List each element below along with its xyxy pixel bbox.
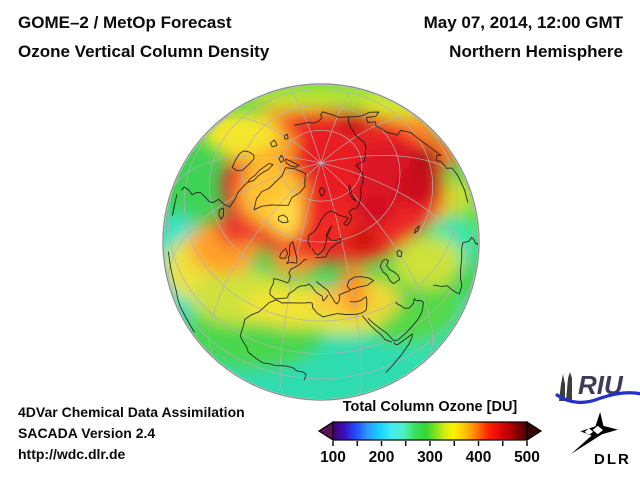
coastline-na-east-coast [181, 180, 250, 208]
colorbar-tick-label: 400 [466, 449, 492, 466]
version-label: SACADA Version 2.4 [18, 425, 156, 441]
ozone-blob [312, 288, 348, 312]
riu-swoosh-icon [555, 391, 640, 404]
dlr-logo: DLR [571, 412, 631, 468]
coastline-north-west-africa [240, 299, 357, 381]
colorbar-tick-label: 100 [320, 449, 346, 466]
ozone-blob [394, 236, 462, 288]
colorbar-gradient [332, 421, 528, 441]
assimilation-label: 4DVar Chemical Data Assimilation [18, 404, 245, 420]
url-label: http://wdc.dlr.de [18, 446, 126, 462]
coastline-victoria-island [269, 139, 278, 148]
globe-outline [162, 83, 480, 401]
coastline-ellesmere [285, 158, 300, 168]
meridian-line [279, 162, 322, 396]
coastline-newfoundland [218, 207, 225, 220]
coastlines [167, 111, 478, 381]
ozone-blob [354, 196, 396, 226]
coastline-novaya-zemlya [348, 184, 357, 202]
ozone-field [164, 85, 478, 399]
meridian-line [170, 155, 322, 194]
ozone-blob [350, 230, 376, 250]
coastline-india-bengal [433, 236, 478, 295]
coastline-chukotka-alaska [294, 111, 349, 126]
coastline-south-america-ne [167, 251, 195, 333]
coastline-norway [307, 210, 353, 248]
coastline-siberia-arctic [348, 116, 367, 213]
cathedral-icon [559, 372, 572, 401]
coastline-iceland [277, 214, 289, 224]
product-title-line1: GOME–2 / MetOp Forecast [18, 13, 232, 32]
region-label: Northern Hemisphere [449, 42, 623, 61]
riu-logo: RIU [555, 370, 640, 404]
dlr-emblem-icon [571, 412, 618, 454]
product-title-line2: Ozone Vertical Column Density [18, 42, 270, 61]
coastline-aral-sea [396, 249, 403, 258]
datetime-label: May 07, 2014, 12:00 GMT [423, 13, 623, 32]
coastline-hudson-bay [231, 150, 255, 172]
colorbar: Total Column Ozone [DU] 100 200 300 400 500 [317, 399, 543, 466]
meridian-line [320, 162, 474, 288]
coastline-adriatic-greece [316, 281, 351, 305]
coastline-east-asia [348, 111, 469, 203]
coastline-red-sea-west [362, 315, 393, 343]
coastline-great-britain [286, 241, 298, 264]
coastline-west-europe-med [269, 258, 329, 302]
coastline-banks-island [283, 133, 289, 140]
meridian-line [320, 116, 423, 164]
riu-wordmark: RIU [578, 370, 624, 400]
coastline-turkey-levant [349, 296, 368, 315]
colorbar-tick-label: 200 [369, 449, 395, 466]
coastline-caspian-sea [379, 258, 401, 285]
ozone-blob [339, 116, 365, 132]
coastline-svalbard [318, 187, 325, 197]
ozone-blob [414, 148, 440, 168]
colorbar-left-arrow [317, 420, 334, 442]
colorbar-title: Total Column Ozone [DU] [343, 399, 518, 415]
colorbar-right-arrow [526, 420, 543, 442]
coastline-baffin-island [247, 163, 274, 183]
coastline-cuba [172, 194, 178, 216]
coastline-lake-balkhash [413, 225, 420, 234]
meridian-line [208, 162, 322, 361]
coastline-horn-of-africa [385, 333, 413, 373]
coastline-ireland [279, 248, 289, 259]
coastline-black-sea [346, 276, 375, 291]
coastline-arabia [367, 298, 424, 342]
coastline-devon-island [278, 154, 285, 163]
colorbar-tick-label: 300 [417, 449, 443, 466]
globe [164, 85, 478, 399]
colorbar-tick-label: 500 [514, 449, 540, 466]
coastline-greenland [253, 167, 307, 211]
meridian-line [219, 116, 322, 164]
meridian-line [320, 87, 356, 164]
graticule [164, 87, 478, 396]
ozone-blob [395, 165, 445, 207]
meridian-line [286, 87, 322, 164]
meridian-line [320, 162, 434, 361]
dlr-wordmark: DLR [594, 451, 631, 468]
meridian-line [320, 155, 472, 194]
coastline-baltic [311, 225, 342, 259]
